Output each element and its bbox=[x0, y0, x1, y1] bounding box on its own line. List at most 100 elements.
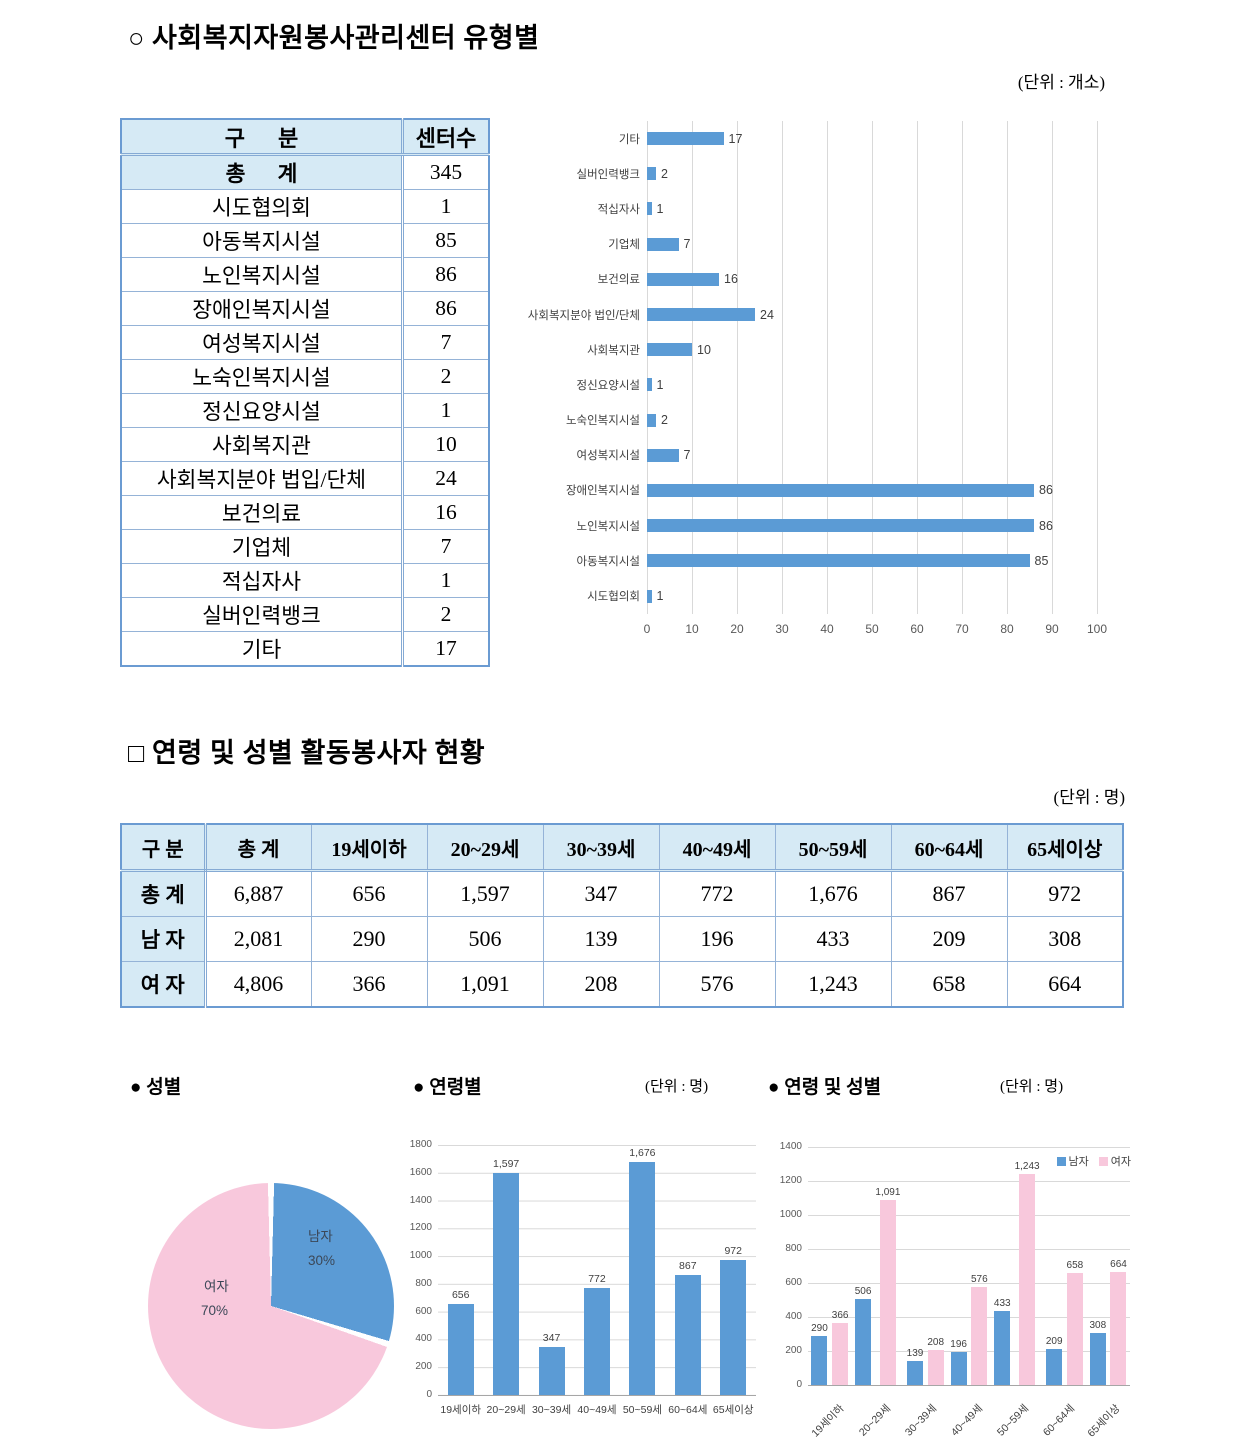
pie-pct-female: 70% bbox=[201, 1303, 229, 1318]
bar-track: 2 bbox=[647, 403, 1097, 438]
column-header: 30~39세 bbox=[542, 823, 660, 872]
table-row: 노인복지시설 86 bbox=[120, 257, 490, 292]
category-cell: 사회복지관 bbox=[120, 427, 403, 462]
bar-value-label: 347 bbox=[542, 1331, 561, 1344]
bar-row: 아동복지시설 85 bbox=[520, 543, 1139, 578]
bar-column: 308 bbox=[1089, 1147, 1106, 1385]
legend-item: 여자 bbox=[1098, 1153, 1131, 1169]
column-header: 60~64세 bbox=[890, 823, 1008, 872]
count-cell: 7 bbox=[400, 529, 490, 564]
bar-value-label: 85 bbox=[1034, 553, 1049, 568]
bar bbox=[647, 589, 652, 603]
row-header: 여 자 bbox=[120, 961, 207, 1008]
bar-value-label: 2 bbox=[661, 413, 668, 428]
bar bbox=[1089, 1332, 1106, 1385]
bar bbox=[647, 378, 652, 392]
bar bbox=[971, 1287, 988, 1385]
count-cell: 1 bbox=[400, 189, 490, 224]
bar bbox=[647, 308, 755, 322]
bar-track: 16 bbox=[647, 262, 1097, 297]
bar-group: 196 576 bbox=[950, 1147, 988, 1385]
bar-group: 209 658 bbox=[1046, 1147, 1083, 1385]
center-type-table: 구 분 센터수 총 계 345 시도협의회 1 아동복지시설 85 노인복지시설 86 장애인복… bbox=[120, 118, 490, 667]
value-cell: 664 bbox=[1006, 961, 1124, 1008]
bar bbox=[647, 272, 719, 286]
bar-slot: 972 bbox=[711, 1145, 756, 1395]
category-label: 19세이하 bbox=[440, 1404, 482, 1416]
x-axis-labels: 19세이하 20~29세 30~39세 40~49세 50~59세 60~64세 65세이상 bbox=[438, 1402, 756, 1417]
bar bbox=[674, 1274, 701, 1395]
category-cell: 사회복지분야 법입/단체 bbox=[120, 461, 403, 496]
y-axis-tick-label: 1600 bbox=[409, 1166, 432, 1178]
category-label: 30~39세 bbox=[902, 1402, 939, 1439]
count-cell: 345 bbox=[400, 154, 490, 190]
row-header: 남 자 bbox=[120, 916, 207, 962]
table1-header-category: 구 분 bbox=[120, 118, 403, 156]
count-cell: 10 bbox=[400, 427, 490, 462]
bar bbox=[907, 1361, 924, 1385]
bar bbox=[994, 1311, 1011, 1385]
bar-column: 1,091 bbox=[875, 1147, 900, 1385]
count-cell: 86 bbox=[400, 257, 490, 292]
table-row: 장애인복지시설 86 bbox=[120, 291, 490, 326]
category-cell: 보건의료 bbox=[120, 495, 403, 530]
bar-value-label: 1,243 bbox=[1014, 1160, 1040, 1172]
bar-row: 시도협의회 1 bbox=[520, 578, 1139, 613]
bar bbox=[583, 1287, 610, 1395]
count-cell: 1 bbox=[400, 563, 490, 598]
category-label: 실버인력뱅크 bbox=[576, 168, 640, 181]
bar-column: 208 bbox=[927, 1147, 944, 1385]
bar-value-label: 290 bbox=[811, 1322, 828, 1334]
category-cell: 적십자사 bbox=[120, 563, 403, 598]
category-label: 보건의료 bbox=[597, 274, 640, 287]
bar-column: 366 bbox=[832, 1147, 849, 1385]
bar-column: 433 bbox=[994, 1147, 1011, 1385]
value-cell: 1,091 bbox=[426, 961, 544, 1008]
value-cell: 290 bbox=[310, 916, 428, 962]
bar bbox=[832, 1322, 849, 1385]
column-header: 19세이하 bbox=[310, 823, 428, 872]
table-row: 보건의료 16 bbox=[120, 495, 490, 530]
age-chart-title: ● 연령별 bbox=[413, 1077, 482, 1098]
column-header: 50~59세 bbox=[774, 823, 892, 872]
bar-track: 1 bbox=[647, 367, 1097, 402]
category-cell: 아동복지시설 bbox=[120, 223, 403, 258]
category-label: 50~59세 bbox=[622, 1404, 662, 1416]
value-cell: 576 bbox=[658, 961, 776, 1008]
bar bbox=[647, 519, 1034, 533]
bar-value-label: 772 bbox=[588, 1272, 606, 1285]
bar-group: 290 366 bbox=[811, 1147, 848, 1385]
bar-value-label: 1 bbox=[656, 201, 664, 216]
table-row: 아동복지시설 85 bbox=[120, 223, 490, 258]
y-axis-tick-label: 1000 bbox=[409, 1250, 432, 1262]
y-axis-tick-label: 1000 bbox=[779, 1209, 802, 1220]
y-axis-tick-label: 0 bbox=[426, 1389, 432, 1400]
axis-tick-label: 90 bbox=[1045, 622, 1059, 636]
bar-slot: 867 bbox=[665, 1145, 710, 1395]
bar-row: 장애인복지시설 86 bbox=[520, 473, 1139, 508]
bar-value-label: 1,091 bbox=[875, 1186, 901, 1198]
y-axis-tick-label: 1400 bbox=[409, 1194, 432, 1206]
bar bbox=[647, 483, 1034, 497]
category-label: 아동복지시설 bbox=[576, 555, 640, 568]
category-cell: 총 계 bbox=[120, 154, 403, 190]
table-row: 사회복지관 10 bbox=[120, 427, 490, 462]
y-axis-tick-label: 0 bbox=[796, 1379, 802, 1390]
bar-column: 209 bbox=[1046, 1147, 1063, 1385]
bar-track: 7 bbox=[647, 227, 1097, 262]
value-cell: 1,243 bbox=[774, 961, 892, 1008]
age-gender-chart-title: ● 연령 및 성별 bbox=[768, 1077, 882, 1098]
bar-track: 17 bbox=[647, 121, 1097, 156]
axis-tick-label: 100 bbox=[1086, 622, 1108, 636]
bar-value-label: 576 bbox=[970, 1274, 988, 1286]
bar-value-label: 1,597 bbox=[492, 1158, 520, 1171]
category-label: 30~39세 bbox=[531, 1404, 572, 1416]
bar-value-label: 7 bbox=[683, 448, 691, 463]
category-cell: 정신요양시설 bbox=[120, 393, 403, 428]
bar-value-label: 86 bbox=[1039, 518, 1053, 533]
category-label: 기업체 bbox=[608, 239, 640, 252]
bar-value-label: 1,676 bbox=[629, 1147, 656, 1160]
value-cell: 196 bbox=[658, 916, 776, 962]
chart-legend: 남자 여자 bbox=[1056, 1153, 1131, 1169]
